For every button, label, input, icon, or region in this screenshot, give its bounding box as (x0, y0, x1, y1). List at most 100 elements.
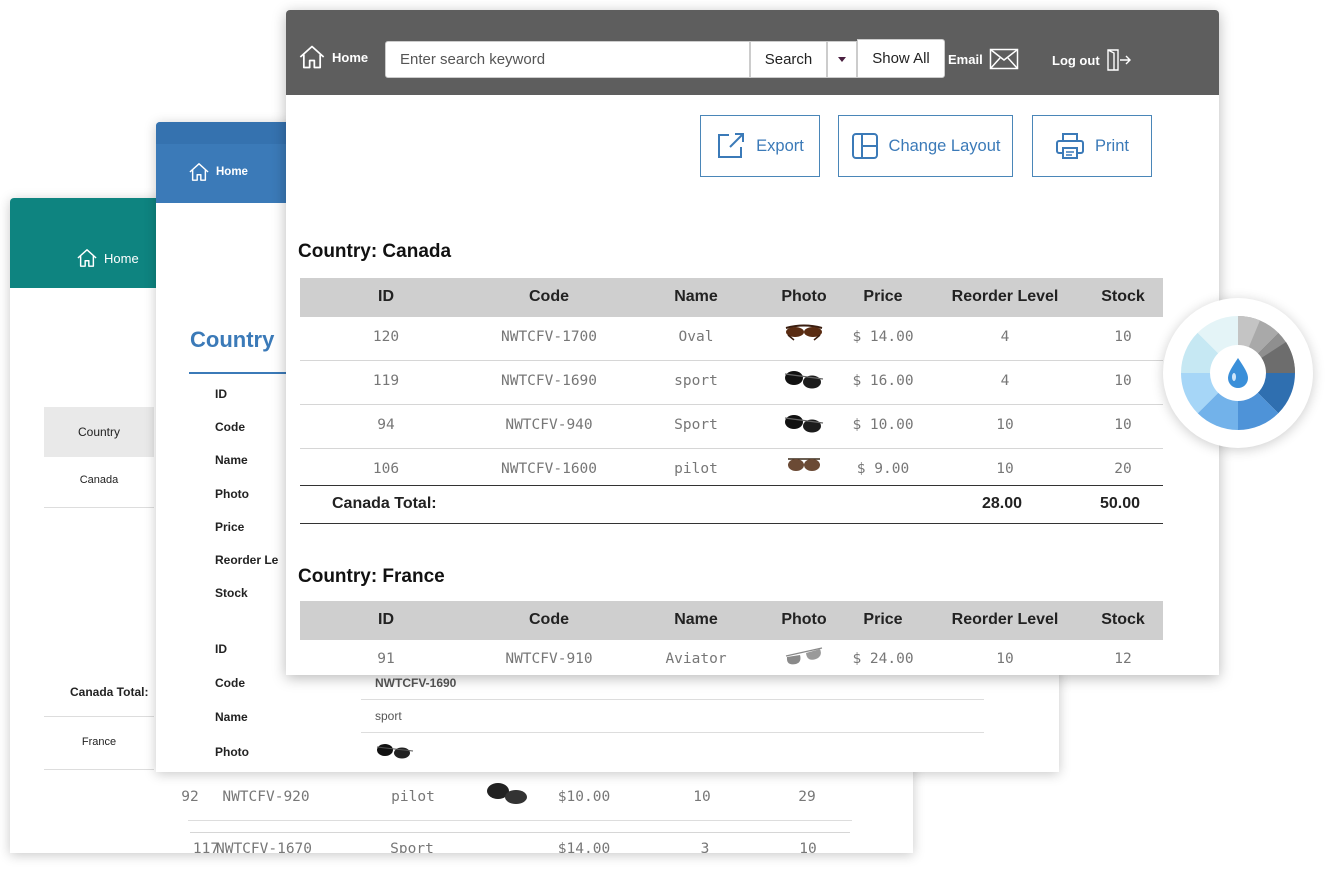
group-total-row: Canada Total: 28.00 50.00 (300, 485, 1163, 524)
show-all-button[interactable]: Show All (857, 39, 945, 78)
field-label: Stock (215, 586, 248, 600)
divider (44, 716, 154, 717)
group-title: Country: France (298, 566, 445, 587)
export-label: Export (756, 136, 804, 155)
cell-id: 119 (372, 373, 400, 389)
cell-id: 106 (372, 461, 400, 477)
divider (44, 507, 154, 508)
col-header-name: Name (674, 611, 718, 628)
sport-sunglasses-icon (375, 742, 415, 765)
envelope-icon (989, 48, 1019, 70)
home-icon (188, 162, 210, 182)
export-button[interactable]: Export (700, 115, 820, 177)
field-label: ID (215, 642, 227, 656)
search-options-dropdown[interactable] (827, 41, 857, 78)
cell-name: sport (674, 373, 718, 389)
home-icon (76, 248, 98, 268)
cell-code: NWTCFV-940 (505, 417, 593, 433)
logout-button[interactable]: Log out (1052, 48, 1132, 72)
home-link[interactable]: Home (298, 44, 368, 70)
title-underline (189, 372, 289, 374)
divider (188, 820, 852, 821)
col-header-reorder: Reorder Level (951, 288, 1059, 305)
color-wheel-icon (1181, 316, 1296, 430)
field-label: Name (215, 710, 248, 724)
field-label: Photo (215, 487, 249, 501)
field-label: Reorder Le (215, 553, 279, 567)
cell-code: NWTCFV-1600 (500, 461, 598, 477)
cell-price: $ 14.00 (852, 329, 914, 345)
table-row: 119 NWTCFV-1690 sport $ 16.00 4 10 (300, 361, 1163, 405)
table-row: 94 NWTCFV-940 Sport $ 10.00 10 10 (300, 405, 1163, 449)
print-button[interactable]: Print (1032, 115, 1152, 177)
layout-icon (851, 132, 879, 160)
email-button[interactable]: Email (948, 48, 1019, 70)
col-header-stock: Stock (1101, 611, 1145, 628)
theme-color-picker[interactable] (1163, 298, 1313, 448)
change-layout-button[interactable]: Change Layout (838, 115, 1013, 177)
search-button[interactable]: Search (750, 41, 827, 78)
back-column-header: Country (44, 407, 154, 457)
aviator-sunglasses-icon (782, 642, 826, 672)
cell-reorder: 4 (1000, 329, 1010, 345)
cell-code: NWTCFV-1690 (500, 373, 598, 389)
home-icon (298, 44, 326, 70)
oval-sunglasses-icon (784, 323, 824, 347)
cell-code: NWTCFV-910 (505, 651, 593, 667)
cell-code: NWTCFV-1670 (215, 841, 313, 853)
field-label: Code (215, 676, 245, 690)
cell-price: $ 24.00 (852, 651, 914, 667)
search-input[interactable] (385, 41, 750, 78)
divider (361, 699, 984, 700)
divider (44, 769, 154, 770)
cell-stock: 10 (1114, 329, 1132, 345)
cell-reorder: 3 (700, 841, 710, 853)
cell-id: 92 (181, 789, 199, 805)
sport-sunglasses-icon (782, 411, 826, 439)
cell-price: $14.00 (557, 841, 611, 853)
table-row: 117 NWTCFV-1670 Sport $14.00 3 10 (190, 841, 850, 853)
back-cell-country: Canada (79, 474, 119, 486)
cell-stock: 10 (799, 841, 817, 853)
cell-price: $10.00 (557, 789, 611, 805)
mid-home-link[interactable]: Home (188, 162, 248, 182)
cell-reorder: 10 (693, 789, 711, 805)
field-label: Photo (215, 745, 249, 759)
total-reorder: 28.00 (982, 495, 1023, 512)
field-label: Name (215, 453, 248, 467)
cell-price: $ 10.00 (852, 417, 914, 433)
cell-name: Sport (390, 841, 434, 853)
table-row: 91 NWTCFV-910 Aviator $ 24.00 10 12 (300, 640, 1163, 675)
cell-code: NWTCFV-1700 (500, 329, 598, 345)
col-header-id: ID (378, 611, 394, 628)
print-label: Print (1095, 136, 1129, 155)
cell-name: pilot (674, 461, 718, 477)
cell-name: pilot (391, 789, 435, 805)
divider (361, 732, 984, 733)
logout-label: Log out (1052, 52, 1100, 68)
cell-stock: 10 (1114, 373, 1132, 389)
col-header-photo: Photo (781, 288, 827, 305)
caret-down-icon (838, 57, 846, 62)
export-icon (716, 132, 746, 160)
cell-name: Aviator (665, 651, 727, 667)
group-title: Country: Canada (298, 241, 452, 262)
col-header-name: Name (674, 288, 718, 305)
change-layout-label: Change Layout (888, 136, 1001, 155)
printer-icon (1055, 132, 1085, 160)
cell-stock: 29 (798, 789, 816, 805)
cell-reorder: 10 (996, 461, 1014, 477)
cell-price: $ 9.00 (856, 461, 910, 477)
back-home-link[interactable]: Home (76, 248, 139, 268)
back-home-label: Home (104, 250, 139, 266)
front-report-card: Home Search Show All Email Log out Expor… (286, 10, 1219, 675)
col-header-stock: Stock (1101, 288, 1145, 305)
total-label: Canada Total: (332, 495, 437, 512)
mid-group-title: Country (190, 327, 275, 352)
total-stock: 50.00 (1100, 495, 1141, 512)
cell-reorder: 10 (996, 417, 1014, 433)
field-label: ID (215, 387, 227, 401)
cell-id: 91 (377, 651, 395, 667)
field-value-name: sport (375, 709, 402, 723)
cell-name: Oval (678, 329, 714, 345)
